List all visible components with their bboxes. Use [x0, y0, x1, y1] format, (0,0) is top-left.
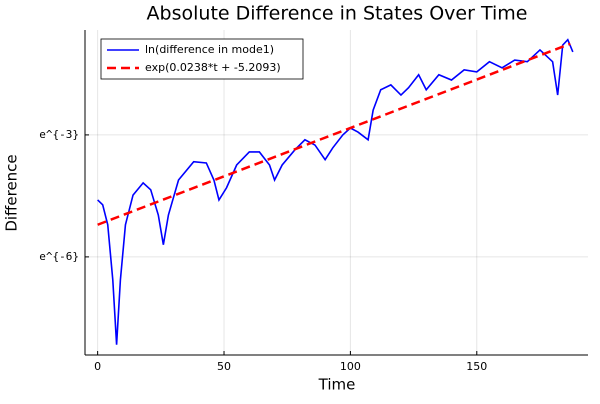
chart-title: Absolute Difference in States Over Time — [147, 3, 528, 25]
x-axis-label: Time — [318, 376, 356, 394]
legend-box — [100, 38, 304, 80]
series-line — [97, 42, 571, 226]
y-tick-label: e^{-3} — [39, 128, 79, 141]
legend-label: ln(difference in mode1) — [145, 43, 274, 56]
legend-label: exp(0.0238*t + -5.2093) — [145, 61, 281, 74]
x-tick-label: 0 — [94, 360, 101, 373]
series-line — [97, 38, 574, 345]
y-axis-label: Difference — [3, 154, 21, 231]
x-tick-label: 100 — [340, 360, 361, 373]
y-tick-label: e^{-6} — [39, 250, 79, 263]
x-tick-label: 150 — [466, 360, 487, 373]
x-tick-label: 50 — [217, 360, 231, 373]
